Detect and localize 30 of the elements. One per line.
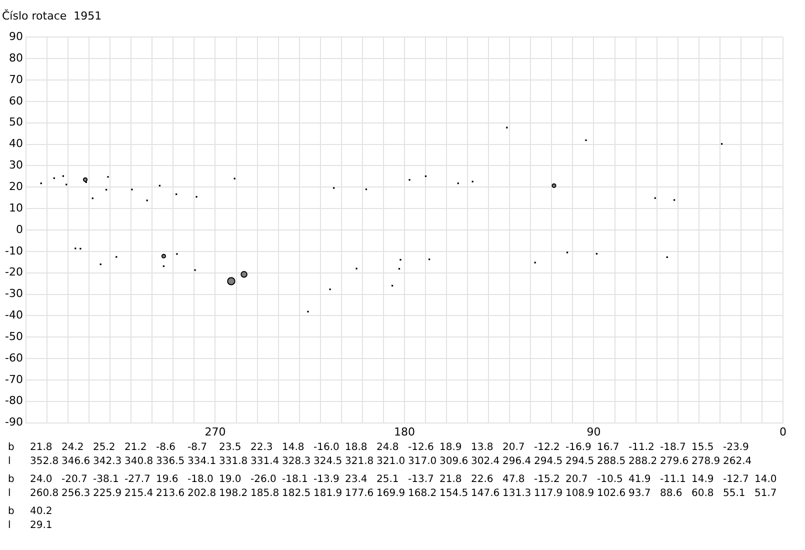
text: b 24.0 -20.7 -38.1 -27.7 19.6 -18.0 19.0 -26.0 -18.1 -13.9 23.4 25.1 -13.7 21.8 22.6 47.8 -15.2 20.7 -10.5 41.9 -11.1 14.9 -12.7 14.0 [8,474,777,485]
x-tick-label: 0 [780,425,786,438]
y-tick-label: -10 [5,244,23,258]
chart-title: Číslo rotace 1951 [2,8,102,22]
y-tick-label: 90 [8,30,23,44]
y-tick-label: -20 [5,266,23,279]
text: l 260.8 256.3 225.9 215.4 213.6 202.8 198.2 185.8 182.5 181.9 177.6 169.9 168.2 154.5 147.6 131.3 117.9 108.9 102.6 93.7 88.6 60.8 55.1 51.7 [8,488,777,499]
text: l 29.1 [8,520,52,531]
y-tick-label: 20 [8,180,23,194]
y-tick-label: -70 [5,372,23,386]
y-tick-label: 30 [8,158,23,172]
y-tick-label: -40 [5,308,23,322]
y-tick-label: 60 [8,94,23,108]
y-tick-label: -90 [5,416,23,429]
text: b 40.2 [8,506,52,517]
text: b 21.8 24.2 25.2 21.2 -8.6 -8.7 23.5 22.3 14.8 -16.0 18.8 24.8 -12.6 18.9 13.8 20.7 -12.2 -16.9 16.7 -11.2 -18.7 15.5 -23.9 [8,442,749,453]
x-tick-label: 270 [204,425,226,438]
x-tick-label: 180 [394,425,415,438]
y-tick-label: 70 [8,72,23,86]
y-tick-label: -30 [5,287,23,300]
y-tick-label: 80 [8,51,23,64]
y-tick-label: 10 [8,201,23,214]
y-tick-label: 50 [8,116,23,129]
y-tick-label: 0 [16,222,23,236]
y-tick-label: -50 [5,330,23,343]
y-tick-label: 40 [8,137,23,150]
y-tick-label: -60 [5,351,23,364]
text: l 352.8 346.6 342.3 340.8 336.5 334.1 331.8 331.4 328.3 324.5 321.8 321.0 317.0 309.6 302.4 296.4 294.5 294.5 288.5 288.2 279.6 278.9 262.4 [8,456,752,467]
y-tick-label: -80 [5,394,23,408]
x-tick-label: 90 [586,425,601,438]
